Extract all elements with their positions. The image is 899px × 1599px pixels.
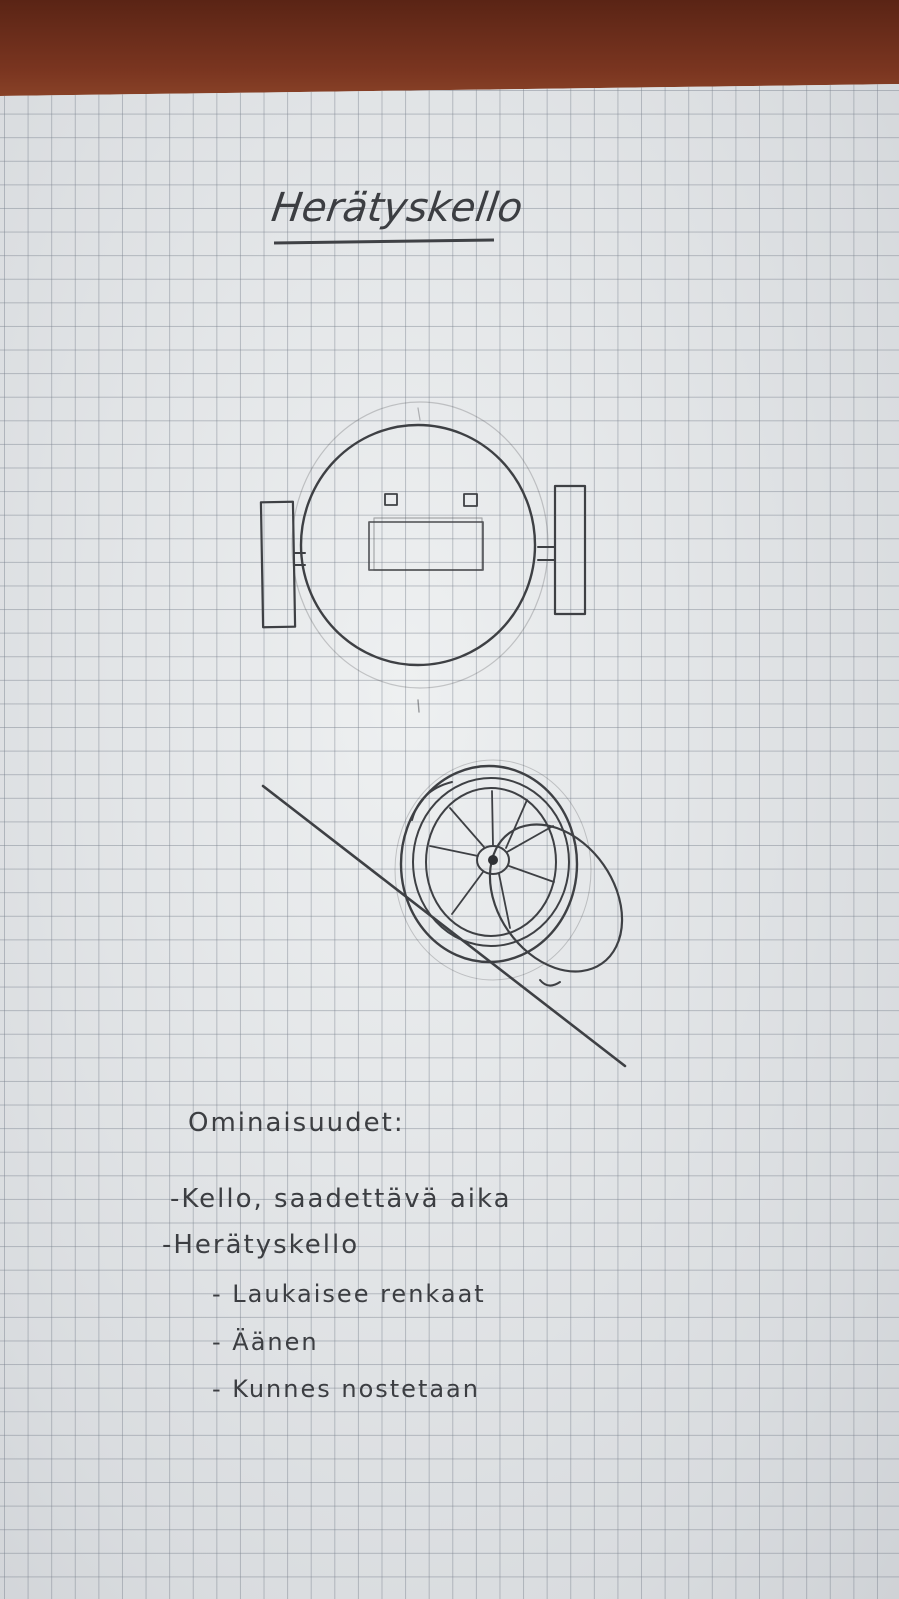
features-heading: Ominaisuudet:	[188, 1108, 405, 1138]
wooden-table-background	[0, 0, 899, 100]
feature-item: -Herätyskello	[162, 1230, 360, 1260]
feature-subitem: - Äänen	[212, 1328, 319, 1356]
robot-top-view-drawing	[259, 401, 587, 713]
robot-side-view-drawing	[261, 759, 627, 1068]
feature-subitem: - Laukaisee renkaat	[212, 1280, 486, 1308]
grid-paper-sheet	[0, 84, 899, 1599]
feature-subitem: - Kunnes nostetaan	[212, 1375, 480, 1403]
feature-item: -Kello, saadettävä aika	[170, 1184, 512, 1214]
